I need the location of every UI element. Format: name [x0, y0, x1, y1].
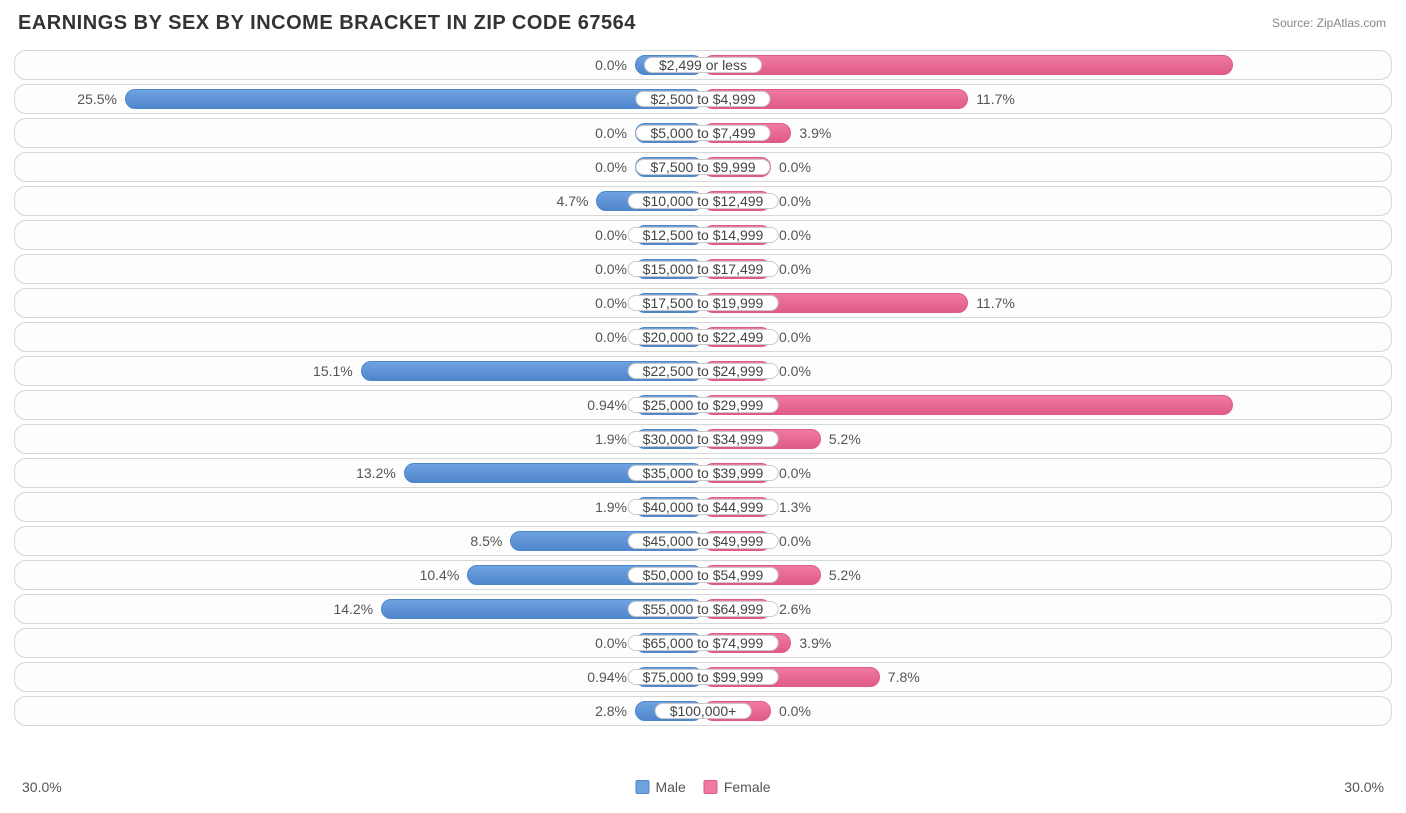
male-value: 13.2% [356, 463, 396, 483]
chart-footer: 30.0% Male Female 30.0% [14, 775, 1392, 799]
bracket-label: $20,000 to $22,499 [628, 329, 779, 345]
female-value: 0.0% [779, 225, 811, 245]
chart-row: 4.7% 0.0%$10,000 to $12,499 [14, 186, 1392, 216]
female-value: 0.0% [779, 531, 811, 551]
female-value: 11.7% [976, 89, 1015, 109]
chart-row: 0.0% 0.0%$20,000 to $22,499 [14, 322, 1392, 352]
female-value: 3.9% [799, 633, 831, 653]
bracket-label: $22,500 to $24,999 [628, 363, 779, 379]
male-value: 1.9% [595, 429, 627, 449]
chart-row: 0.0% 3.9% $65,000 to $74,999 [14, 628, 1392, 658]
axis-max-left: 30.0% [22, 779, 62, 795]
female-value: 23.4% [1335, 55, 1375, 75]
chart-row: 8.5% 0.0%$45,000 to $49,999 [14, 526, 1392, 556]
bracket-label: $50,000 to $54,999 [628, 567, 779, 583]
male-value: 4.7% [557, 191, 589, 211]
legend-female-swatch [704, 780, 718, 794]
chart-row: 15.1% 0.0%$22,500 to $24,999 [14, 356, 1392, 386]
legend: Male Female [635, 779, 770, 795]
male-value: 0.0% [595, 157, 627, 177]
male-value: 0.0% [595, 225, 627, 245]
male-value: 0.0% [595, 55, 627, 75]
chart-row: 0.0% 0.0% $7,500 to $9,999 [14, 152, 1392, 182]
bracket-label: $5,000 to $7,499 [635, 125, 770, 141]
source-credit: Source: ZipAtlas.com [1272, 16, 1386, 30]
female-value: 0.0% [779, 361, 811, 381]
legend-male-swatch [635, 780, 649, 794]
chart-row: 0.94% 7.8% $75,000 to $99,999 [14, 662, 1392, 692]
bracket-label: $2,499 or less [644, 57, 762, 73]
female-value: 0.0% [779, 701, 811, 721]
bracket-label: $25,000 to $29,999 [628, 397, 779, 413]
female-value: 2.6% [779, 599, 811, 619]
male-value: 10.4% [420, 565, 460, 585]
male-value: 1.9% [595, 497, 627, 517]
male-value: 0.0% [595, 259, 627, 279]
female-bar [703, 395, 1233, 415]
female-value: 23.4% [1335, 395, 1375, 415]
female-value: 0.0% [779, 259, 811, 279]
legend-male-label: Male [655, 779, 685, 795]
chart-row: 0.0% 0.0%$12,500 to $14,999 [14, 220, 1392, 250]
male-bar [125, 89, 703, 109]
chart-row: 0.94% 23.4% $25,000 to $29,999 [14, 390, 1392, 420]
chart-title: EARNINGS BY SEX BY INCOME BRACKET IN ZIP… [18, 12, 636, 35]
male-value: 0.0% [595, 293, 627, 313]
legend-female: Female [704, 779, 771, 795]
bracket-label: $100,000+ [655, 703, 752, 719]
chart-row: 0.0% 3.9% $5,000 to $7,499 [14, 118, 1392, 148]
male-value: 0.0% [595, 327, 627, 347]
male-value: 25.5% [77, 89, 117, 109]
female-value: 0.0% [779, 157, 811, 177]
male-value: 0.0% [595, 123, 627, 143]
female-value: 5.2% [829, 429, 861, 449]
chart-row: 14.2% 2.6%$55,000 to $64,999 [14, 594, 1392, 624]
chart-row: 25.5% 11.7% $2,500 to $4,999 [14, 84, 1392, 114]
female-value: 11.7% [976, 293, 1015, 313]
female-value: 7.8% [888, 667, 920, 687]
bracket-label: $17,500 to $19,999 [628, 295, 779, 311]
bracket-label: $45,000 to $49,999 [628, 533, 779, 549]
chart-area: 0.0% 23.4% $2,499 or less 25.5% 11.7% $2,500 … [14, 50, 1392, 763]
bracket-label: $2,500 to $4,999 [635, 91, 770, 107]
female-value: 3.9% [799, 123, 831, 143]
chart-row: 0.0% 0.0%$15,000 to $17,499 [14, 254, 1392, 284]
male-value: 0.94% [587, 667, 627, 687]
chart-row: 0.0% 23.4% $2,499 or less [14, 50, 1392, 80]
female-value: 0.0% [779, 327, 811, 347]
female-value: 5.2% [829, 565, 861, 585]
chart-row: 0.0% 11.7% $17,500 to $19,999 [14, 288, 1392, 318]
bracket-label: $30,000 to $34,999 [628, 431, 779, 447]
bracket-label: $40,000 to $44,999 [628, 499, 779, 515]
female-value: 0.0% [779, 191, 811, 211]
male-value: 15.1% [313, 361, 353, 381]
chart-row: 2.8% 0.0% $100,000+ [14, 696, 1392, 726]
bracket-label: $35,000 to $39,999 [628, 465, 779, 481]
legend-female-label: Female [724, 779, 771, 795]
chart-row: 13.2% 0.0%$35,000 to $39,999 [14, 458, 1392, 488]
male-value: 14.2% [333, 599, 373, 619]
legend-male: Male [635, 779, 685, 795]
axis-max-right: 30.0% [1344, 779, 1384, 795]
bracket-label: $7,500 to $9,999 [635, 159, 770, 175]
female-value: 1.3% [779, 497, 811, 517]
bracket-label: $10,000 to $12,499 [628, 193, 779, 209]
bracket-label: $15,000 to $17,499 [628, 261, 779, 277]
male-value: 8.5% [470, 531, 502, 551]
male-value: 2.8% [595, 701, 627, 721]
chart-row: 10.4% 5.2% $50,000 to $54,999 [14, 560, 1392, 590]
chart-row: 1.9% 1.3%$40,000 to $44,999 [14, 492, 1392, 522]
chart-row: 1.9% 5.2% $30,000 to $34,999 [14, 424, 1392, 454]
bracket-label: $55,000 to $64,999 [628, 601, 779, 617]
female-bar [703, 55, 1233, 75]
male-value: 0.0% [595, 633, 627, 653]
female-value: 0.0% [779, 463, 811, 483]
male-value: 0.94% [587, 395, 627, 415]
bracket-label: $75,000 to $99,999 [628, 669, 779, 685]
bracket-label: $12,500 to $14,999 [628, 227, 779, 243]
bracket-label: $65,000 to $74,999 [628, 635, 779, 651]
